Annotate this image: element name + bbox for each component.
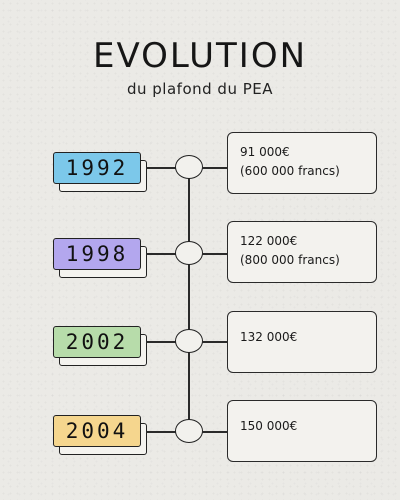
- value-primary: 91 000€: [240, 145, 290, 159]
- timeline-node: [175, 155, 203, 179]
- page-title: EVOLUTION: [92, 36, 308, 76]
- value-primary: 122 000€: [240, 234, 298, 248]
- year-badge-1998: 1998: [53, 238, 141, 270]
- page-subtitle: du plafond du PEA: [126, 80, 273, 98]
- value-primary: 150 000€: [240, 419, 298, 433]
- connector-left: [146, 253, 176, 255]
- value-primary: 132 000€: [240, 330, 298, 344]
- timeline-spine: [188, 166, 190, 434]
- connector-right: [202, 167, 228, 169]
- connector-right: [202, 341, 228, 343]
- year-badge-2004: 2004: [53, 415, 141, 447]
- timeline-node: [175, 329, 203, 353]
- connector-right: [202, 431, 228, 433]
- timeline-node: [175, 419, 203, 443]
- value-card-1992: 91 000€ (600 000 francs): [227, 132, 377, 194]
- value-card-2002: 132 000€: [227, 311, 377, 373]
- year-badge-1992: 1992: [53, 152, 141, 184]
- timeline-node: [175, 241, 203, 265]
- value-card-2004: 150 000€: [227, 400, 377, 462]
- year-badge-2002: 2002: [53, 326, 141, 358]
- connector-left: [146, 341, 176, 343]
- value-card-1998: 122 000€ (800 000 francs): [227, 221, 377, 283]
- connector-left: [146, 167, 176, 169]
- value-secondary: (800 000 francs): [240, 253, 340, 267]
- connector-right: [202, 253, 228, 255]
- connector-left: [146, 431, 176, 433]
- value-secondary: (600 000 francs): [240, 164, 340, 178]
